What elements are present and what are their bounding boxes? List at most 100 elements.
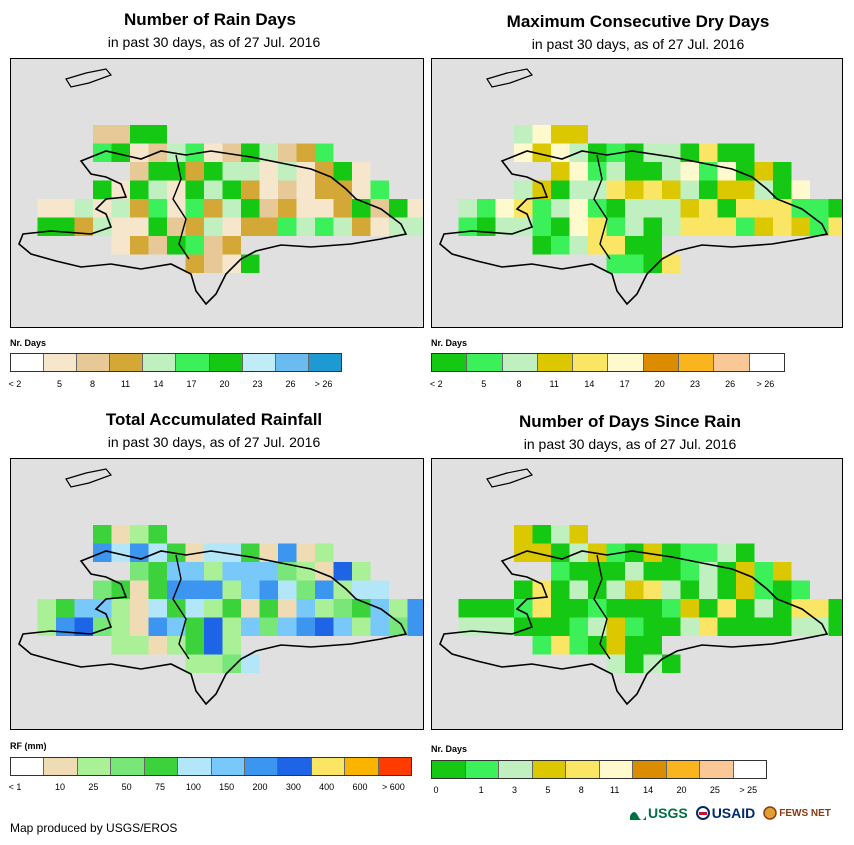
grid-cell (352, 180, 371, 199)
grid-cell (606, 162, 625, 181)
grid-cell (241, 562, 260, 581)
grid-cell (241, 180, 260, 199)
map-accumulated-rainfall (10, 458, 424, 730)
grid-cell (148, 125, 167, 144)
grid-cell (370, 580, 389, 599)
grid-cell (148, 599, 167, 618)
grid-cell (680, 599, 699, 618)
grid-cell (643, 217, 662, 236)
grid-cell (606, 599, 625, 618)
legend-label: 26 (285, 379, 296, 389)
grid-cell (717, 543, 736, 562)
grid-cell (185, 236, 204, 255)
grid-cell (278, 543, 297, 562)
legend-label: 8 (516, 379, 522, 389)
legend-swatch (679, 354, 715, 371)
grid-cell (222, 143, 241, 162)
grid-cell (495, 217, 514, 236)
grid-cell (828, 617, 842, 636)
legend-label: 11 (549, 379, 559, 389)
grid-cell (810, 217, 829, 236)
grid-cell (662, 617, 681, 636)
legend-swatch (432, 761, 466, 778)
grid-cell (532, 199, 551, 218)
map-grid (18, 68, 423, 306)
legend-colors (10, 353, 342, 372)
grid-cell (370, 180, 389, 199)
grid-cell (606, 636, 625, 655)
small-island-outline (486, 68, 534, 88)
grid-cell (167, 236, 186, 255)
grid-cell (222, 543, 241, 562)
legend-swatch (77, 758, 112, 775)
grid-cell (828, 217, 842, 236)
grid-cell (625, 180, 644, 199)
grid-cell (680, 143, 699, 162)
legend-swatch (278, 758, 312, 775)
grid-cell (680, 562, 699, 581)
grid-cell (625, 143, 644, 162)
grid-cell (532, 143, 551, 162)
grid-cell (241, 599, 260, 618)
grid-cell (569, 525, 588, 544)
grid-cell (754, 617, 773, 636)
legend-swatch (599, 761, 633, 778)
grid-cell (167, 217, 186, 236)
grid-cell (773, 580, 792, 599)
legend-title: RF (mm) (10, 741, 47, 751)
grid-cell (370, 617, 389, 636)
grid-cell (111, 199, 130, 218)
legend-swatch (643, 354, 680, 371)
grid-cell (828, 599, 842, 618)
grid-cell (167, 599, 186, 618)
grid-cell (643, 562, 662, 581)
grid-cell (736, 543, 755, 562)
legend-swatch (244, 758, 279, 775)
grid-cell (514, 580, 533, 599)
legend-label: 1 (478, 785, 484, 795)
grid-cell (333, 617, 352, 636)
legend-label: 11 (120, 379, 131, 389)
panel-subtitle: in past 30 days, as of 27 Jul. 2016 (523, 436, 737, 452)
grid-cell (315, 143, 334, 162)
grid-cell (222, 162, 241, 181)
legend-swatch (532, 761, 566, 778)
grid-cell (625, 217, 644, 236)
grid-cell (56, 199, 75, 218)
grid-cell (736, 580, 755, 599)
legend-label: < 2 (429, 379, 443, 389)
legend-swatch (308, 354, 341, 371)
usaid-seal-icon (695, 806, 710, 820)
grid-cell (736, 180, 755, 199)
island-outline (18, 550, 408, 706)
grid-cell (333, 217, 352, 236)
grid-cell (754, 217, 773, 236)
grid-cell (662, 162, 681, 181)
grid-cell (130, 162, 149, 181)
legend-label: 20 (676, 785, 687, 795)
legend-swatch (749, 354, 784, 371)
grid-cell (680, 162, 699, 181)
grid-cell (606, 254, 625, 273)
legend-label: > 26 (756, 379, 775, 389)
grid-cell (551, 636, 570, 655)
grid-cell (111, 543, 130, 562)
map-rain-days (10, 58, 424, 328)
grid-cell (185, 180, 204, 199)
grid-cell (259, 199, 278, 218)
legend-label: 17 (619, 379, 630, 389)
grid-cell (148, 162, 167, 181)
grid-cell (222, 180, 241, 199)
grid-cell (699, 199, 718, 218)
grid-cell (699, 143, 718, 162)
grid-cell (222, 562, 241, 581)
grid-cell (662, 143, 681, 162)
grid-cell (278, 162, 297, 181)
grid-cell (643, 199, 662, 218)
grid-cell (569, 562, 588, 581)
grid-cell (167, 617, 186, 636)
grid-cell (315, 580, 334, 599)
panel-title: Number of Days Since Rain (518, 412, 741, 431)
legend-label: 11 (610, 785, 620, 795)
grid-cell (625, 654, 644, 673)
